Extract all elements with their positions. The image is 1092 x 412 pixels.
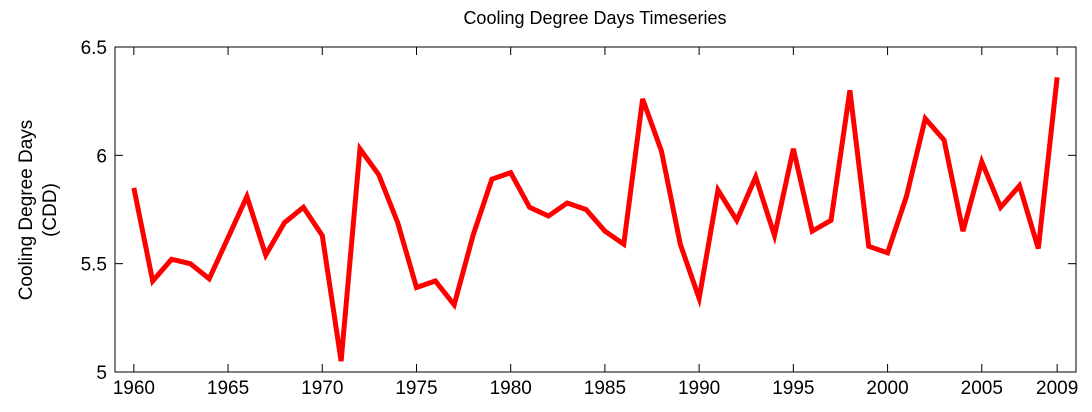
y-axis-label: Cooling Degree Days [16,120,37,301]
x-tick-label: 2000 [866,378,908,399]
x-tick-label: 1990 [678,378,720,399]
x-tick-label: 1975 [395,378,437,399]
x-tick-label: 1960 [113,378,155,399]
y-tick-label: 6 [96,146,107,167]
chart-title: Cooling Degree Days Timeseries [463,8,726,28]
x-tick-label: 1980 [490,378,532,399]
x-tick-label: 1995 [772,378,814,399]
y-tick-label: 5 [96,363,107,384]
x-tick-label: 1965 [207,378,249,399]
x-tick-label: 1985 [584,378,626,399]
y-tick-label: 6.5 [81,38,107,59]
line-series [131,77,1060,362]
plot-area [114,46,1077,373]
x-tick-label: 2005 [961,378,1003,399]
x-tick-label: 2009 [1036,378,1078,399]
y-axis-label: (CDD) [40,183,61,237]
y-tick-label: 5.5 [81,255,107,276]
x-tick-label: 1970 [301,378,343,399]
